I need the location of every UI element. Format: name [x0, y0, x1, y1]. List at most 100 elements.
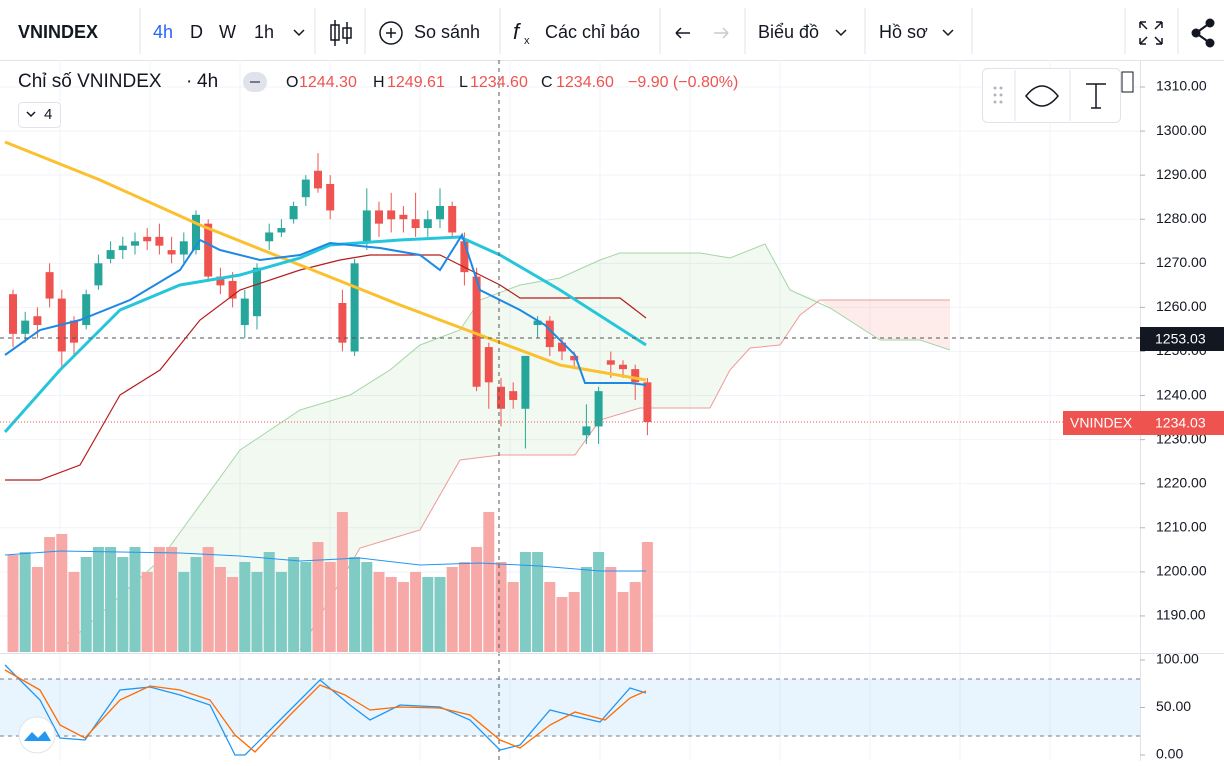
compare-icon[interactable]	[379, 21, 403, 45]
price-axis: 1310.00 1300.00 1290.00 1280.00 1270.00 1260.…	[1140, 78, 1207, 762]
tick-label: 1220.00	[1156, 474, 1207, 490]
volume-bar	[251, 572, 263, 652]
legend-dot: ·	[186, 71, 192, 92]
shape-tool[interactable]	[1025, 85, 1059, 107]
redo-icon[interactable]	[714, 27, 729, 39]
collapse-button[interactable]	[18, 102, 61, 128]
candle-body	[167, 250, 176, 255]
volume-bar	[117, 557, 129, 652]
candle-body	[423, 219, 432, 229]
crosshair-price: 1253.03	[1155, 331, 1206, 347]
volume-bar	[605, 567, 617, 652]
symbol[interactable]: VNINDEX	[18, 22, 98, 42]
chart-style-icon[interactable]	[330, 20, 352, 46]
volume-bar	[544, 582, 556, 652]
volume-bar	[80, 557, 92, 652]
candle-body	[131, 241, 139, 246]
tick-label: 1290.00	[1156, 166, 1207, 182]
volume-bar	[68, 572, 80, 652]
candle-body	[558, 342, 566, 352]
tick-label: 0.00	[1156, 746, 1183, 761]
oscillator-band	[0, 679, 1140, 736]
volume-bar	[519, 552, 531, 652]
fx-icon[interactable]: x	[524, 35, 530, 47]
volume-bar	[568, 592, 580, 652]
axis-button[interactable]	[1121, 71, 1134, 93]
volume-bar	[239, 562, 251, 652]
candle-body	[570, 355, 579, 361]
tick-label: 50.00	[1156, 698, 1191, 714]
interval[interactable]: W	[219, 22, 236, 42]
volume-bar	[44, 537, 56, 652]
volume-bar	[556, 597, 568, 652]
volume-bar	[349, 557, 361, 652]
interval[interactable]: D	[190, 22, 203, 42]
legend-value: 1234.60	[556, 74, 614, 91]
share-icon[interactable]	[1191, 18, 1215, 48]
dropdown-icon[interactable]	[293, 29, 305, 37]
volume-bar	[56, 534, 68, 652]
volume-bar	[458, 562, 470, 652]
last-price: 1234.03	[1155, 415, 1206, 431]
candle-body	[45, 272, 54, 299]
volume-bar	[214, 567, 226, 652]
drawing-toolbar	[982, 68, 1134, 123]
candle-body	[399, 214, 408, 220]
fullscreen-icon[interactable]	[1139, 21, 1163, 45]
candle-body	[582, 426, 591, 436]
volume-bar	[397, 582, 409, 652]
profile-button[interactable]: Hồ sơ	[879, 22, 928, 42]
volume-bar	[166, 547, 178, 652]
undo-icon[interactable]	[675, 27, 690, 39]
dropdown-icon[interactable]	[835, 29, 847, 37]
candle-body	[631, 369, 640, 383]
candle-body	[179, 241, 188, 255]
candle-body	[82, 294, 91, 326]
candle-body	[265, 232, 274, 242]
candle-body	[619, 364, 627, 370]
compare-button[interactable]: So sánh	[414, 22, 480, 42]
legend-change: −9.90 (−0.80%)	[628, 74, 738, 91]
volume-bar	[385, 577, 397, 652]
volume-bar	[92, 547, 104, 652]
volume-bar	[507, 582, 519, 652]
interval[interactable]: 1h	[254, 22, 274, 42]
candle-body	[436, 206, 444, 220]
volume-bar	[31, 567, 43, 652]
legend-name: Chỉ số VNINDEX	[18, 71, 162, 92]
candle-body	[33, 316, 42, 326]
volume-bar	[532, 552, 544, 652]
volume-bar	[190, 557, 202, 652]
candle-body	[460, 241, 469, 273]
interval[interactable]: 4h	[153, 22, 173, 42]
volume-bar	[312, 542, 324, 652]
tick-label: 1190.00	[1156, 607, 1206, 623]
tick-label: 1280.00	[1156, 210, 1207, 226]
candle-body	[70, 320, 78, 343]
volume-ma	[4, 550, 646, 572]
text-tool[interactable]	[1086, 83, 1106, 109]
candle-body	[94, 263, 103, 286]
indicators-button[interactable]: Các chỉ báo	[545, 22, 640, 42]
volume-bar	[141, 572, 153, 652]
volume-bar	[263, 552, 275, 652]
dropdown-icon[interactable]	[942, 29, 954, 37]
fx-icon[interactable]: f	[513, 19, 522, 44]
candle-body	[497, 386, 505, 409]
legend-interval: 4h	[197, 71, 218, 92]
candle-body	[448, 206, 457, 233]
volume-bar	[7, 555, 19, 652]
candle-body	[594, 391, 603, 427]
tick-label: 1200.00	[1156, 563, 1207, 579]
volume-bar	[336, 512, 348, 652]
legend-key: C	[541, 74, 553, 91]
collapse-count[interactable]: 4	[44, 106, 52, 123]
last-price-symbol: VNINDEX	[1070, 415, 1133, 431]
volume-bar	[446, 567, 458, 652]
candle-body	[143, 236, 152, 242]
chart-type-button[interactable]: Biểu đồ	[758, 22, 819, 42]
candle-body	[545, 320, 554, 348]
candle-body	[155, 236, 164, 246]
tick-label: 100.00	[1156, 651, 1199, 667]
ichimoku-cloud	[59, 243, 951, 651]
